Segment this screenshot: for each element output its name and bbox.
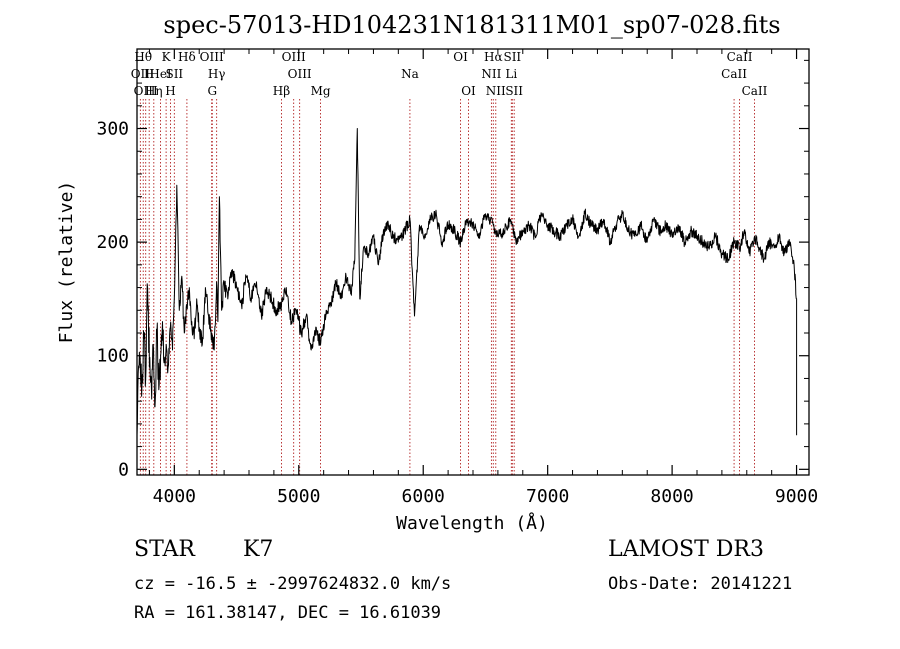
line-marker-label: Hη [145, 84, 163, 98]
axes: 4000 5000 6000 7000 8000 9000 0 100 200 300 [96, 49, 818, 507]
line-marker-label: NII [481, 67, 501, 81]
flux-series [136, 128, 798, 436]
line-marker-label: OIII [288, 67, 312, 81]
line-marker-label: SII [165, 67, 183, 81]
y-axis-label: Flux (relative) [56, 181, 77, 344]
line-marker-label: OI [453, 50, 468, 64]
line-marker-label: NII [486, 84, 506, 98]
redshift-line: cz = -16.5 ± -2997624832.0 km/s [134, 574, 452, 594]
x-tick-label: 8000 [650, 486, 693, 507]
line-marker-label: Hα [484, 50, 503, 64]
line-marker-label: CaII [721, 67, 747, 81]
line-marker-label: HeI [149, 67, 172, 81]
chart-title: spec-57013-HD104231N181311M01_sp07-028.f… [163, 11, 780, 39]
spectrum-chart: spec-57013-HD104231N181311M01_sp07-028.f… [56, 11, 818, 534]
line-marker-label: Hδ [178, 50, 196, 64]
object-subclass: K7 [243, 537, 274, 562]
line-marker-label: G [207, 84, 217, 98]
obs-date: Obs-Date: 20141221 [608, 574, 793, 594]
line-marker-label: SII [505, 84, 523, 98]
line-marker-label: Hβ [273, 84, 290, 98]
line-marker-label: Na [401, 67, 419, 81]
survey-name: LAMOST DR3 [608, 537, 764, 562]
line-marker-label: SII [503, 50, 521, 64]
plot-frame [136, 48, 810, 476]
line-marker-label: Hγ [208, 67, 226, 81]
line-marker-label: K [162, 50, 172, 64]
x-tick-label: 9000 [775, 486, 818, 507]
y-tick-label: 300 [96, 119, 129, 140]
line-marker-label: Mg [311, 84, 331, 98]
line-marker-label: OIII [134, 84, 158, 98]
y-tick-label: 200 [96, 232, 129, 253]
line-marker-label: OIII [282, 50, 306, 64]
x-tick-label: 5000 [277, 486, 320, 507]
line-marker-label: H [165, 84, 175, 98]
x-tick-label: 6000 [402, 486, 445, 507]
line-marker-label: CaII [742, 84, 768, 98]
line-marker-label: OI [461, 84, 476, 98]
x-tick-label: 7000 [526, 486, 569, 507]
object-class: STAR [134, 537, 195, 562]
x-axis-label: Wavelength (Å) [396, 512, 548, 534]
flux-line [136, 128, 798, 436]
line-marker-label: H [144, 67, 154, 81]
y-tick-label: 0 [118, 459, 129, 480]
line-marker-label: Li [505, 67, 517, 81]
x-tick-label: 4000 [153, 486, 196, 507]
line-marker-label: CaII [727, 50, 753, 64]
y-tick-label: 100 [96, 346, 129, 367]
coordinates: RA = 161.38147, DEC = 16.61039 [134, 603, 442, 623]
line-marker-label: OIII [200, 50, 224, 64]
line-marker-label: OII [131, 67, 151, 81]
